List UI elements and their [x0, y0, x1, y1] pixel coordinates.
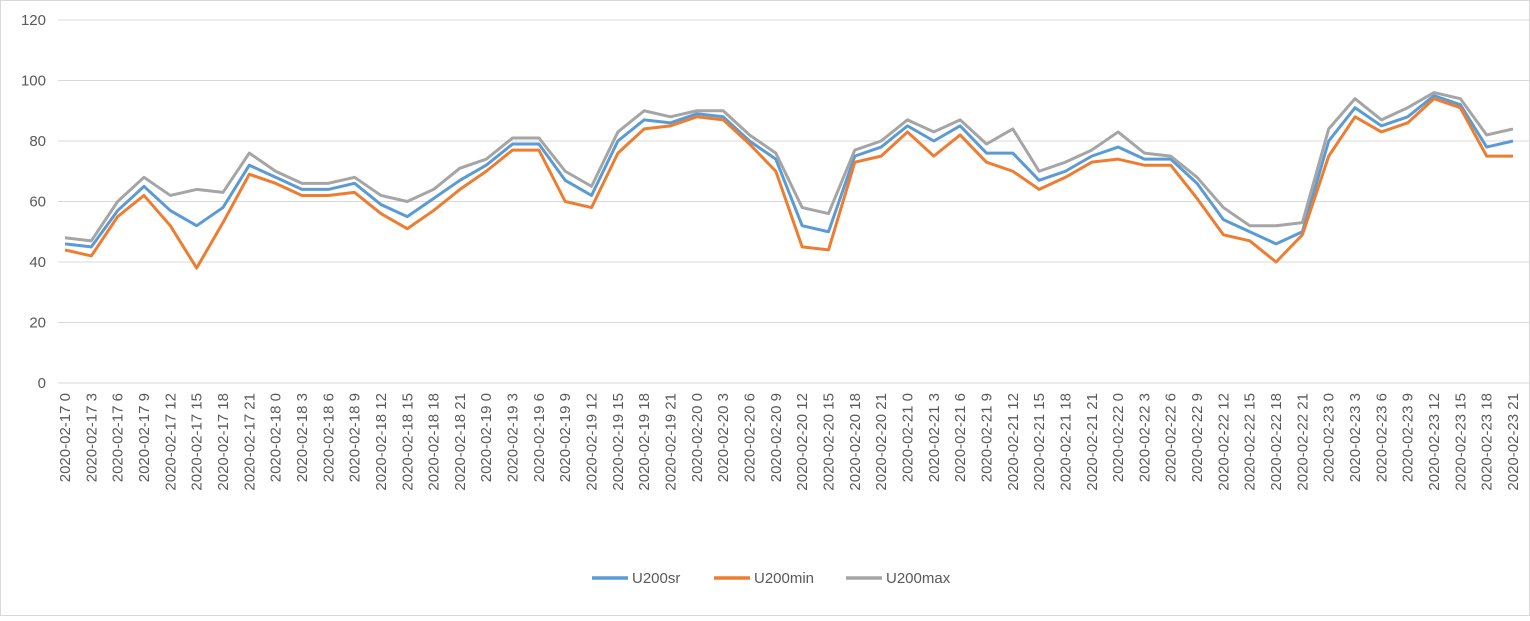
x-tick-label: 2020-02-20 18 [847, 393, 864, 491]
y-tick-label: 100 [21, 73, 46, 90]
x-tick-label: 2020-02-22 0 [1110, 393, 1127, 482]
legend-label: U200min [754, 570, 814, 587]
x-tick-label: 2020-02-22 15 [1242, 393, 1259, 491]
x-tick-label: 2020-02-21 15 [1031, 393, 1048, 491]
x-tick-label: 2020-02-20 9 [768, 393, 785, 482]
x-tick-label: 2020-02-17 9 [136, 393, 153, 482]
y-tick-label: 0 [38, 375, 46, 392]
legend-label: U200max [886, 570, 951, 587]
x-tick-label: 2020-02-23 21 [1505, 393, 1522, 491]
x-tick-label: 2020-02-18 3 [294, 393, 311, 482]
x-tick-label: 2020-02-22 6 [1163, 393, 1180, 482]
x-tick-label: 2020-02-19 15 [610, 393, 627, 491]
x-tick-label: 2020-02-22 3 [1136, 393, 1153, 482]
x-tick-label: 2020-02-18 21 [452, 393, 469, 491]
x-tick-label: 2020-02-17 3 [83, 393, 100, 482]
y-tick-label: 60 [29, 194, 46, 211]
x-tick-label: 2020-02-17 15 [189, 393, 206, 491]
series-line [64, 97, 1513, 270]
x-tick-label: 2020-02-18 9 [347, 393, 364, 482]
x-tick-label: 2020-02-20 3 [715, 393, 732, 482]
y-tick-label: 40 [29, 254, 46, 271]
x-tick-label: 2020-02-20 12 [794, 393, 811, 491]
x-tick-label: 2020-02-20 0 [689, 393, 706, 482]
x-tick-label: 2020-02-19 6 [531, 393, 548, 482]
x-tick-label: 2020-02-23 15 [1452, 393, 1469, 491]
x-tick-label: 2020-02-18 6 [320, 393, 337, 482]
x-tick-label: 2020-02-20 21 [873, 393, 890, 491]
legend-label: U200sr [632, 570, 680, 587]
x-tick-label: 2020-02-17 0 [57, 393, 74, 482]
x-tick-label: 2020-02-21 9 [978, 393, 995, 482]
x-tick-label: 2020-02-21 3 [926, 393, 943, 482]
x-tick-label: 2020-02-22 12 [1215, 393, 1232, 491]
x-tick-label: 2020-02-19 0 [478, 393, 495, 482]
x-tick-label: 2020-02-20 15 [820, 393, 837, 491]
y-tick-label: 80 [29, 133, 46, 150]
x-tick-label: 2020-02-20 6 [742, 393, 759, 482]
x-tick-label: 2020-02-19 3 [505, 393, 522, 482]
y-tick-label: 120 [21, 12, 46, 29]
x-tick-label: 2020-02-21 21 [1084, 393, 1101, 491]
x-tick-label: 2020-02-18 18 [426, 393, 443, 491]
x-tick-label: 2020-02-18 0 [268, 393, 285, 482]
x-tick-label: 2020-02-19 18 [636, 393, 653, 491]
series-line [64, 94, 1514, 249]
x-tick-label: 2020-02-18 12 [373, 393, 390, 491]
y-tick-label: 20 [29, 315, 46, 332]
x-tick-label: 2020-02-22 18 [1268, 393, 1285, 491]
x-tick-label: 2020-02-21 0 [899, 393, 916, 482]
x-tick-label: 2020-02-17 12 [162, 393, 179, 491]
series-line [64, 91, 1514, 243]
x-tick-label: 2020-02-17 6 [110, 393, 127, 482]
x-tick-label: 2020-02-19 12 [584, 393, 601, 491]
x-tick-label: 2020-02-21 18 [1057, 393, 1074, 491]
x-tick-label: 2020-02-21 12 [1005, 393, 1022, 491]
x-tick-label: 2020-02-23 3 [1347, 393, 1364, 482]
x-tick-label: 2020-02-17 18 [215, 393, 232, 491]
x-tick-label: 2020-02-22 21 [1294, 393, 1311, 491]
x-tick-label: 2020-02-23 18 [1479, 393, 1496, 491]
x-tick-label: 2020-02-17 21 [241, 393, 258, 491]
x-tick-label: 2020-02-18 15 [399, 393, 416, 491]
x-tick-label: 2020-02-23 0 [1321, 393, 1338, 482]
x-tick-label: 2020-02-23 12 [1426, 393, 1443, 491]
x-tick-label: 2020-02-22 9 [1189, 393, 1206, 482]
x-tick-label: 2020-02-19 9 [557, 393, 574, 482]
x-tick-label: 2020-02-23 6 [1373, 393, 1390, 482]
x-tick-label: 2020-02-23 9 [1400, 393, 1417, 482]
x-tick-label: 2020-02-19 21 [663, 393, 680, 491]
x-tick-label: 2020-02-21 6 [952, 393, 969, 482]
